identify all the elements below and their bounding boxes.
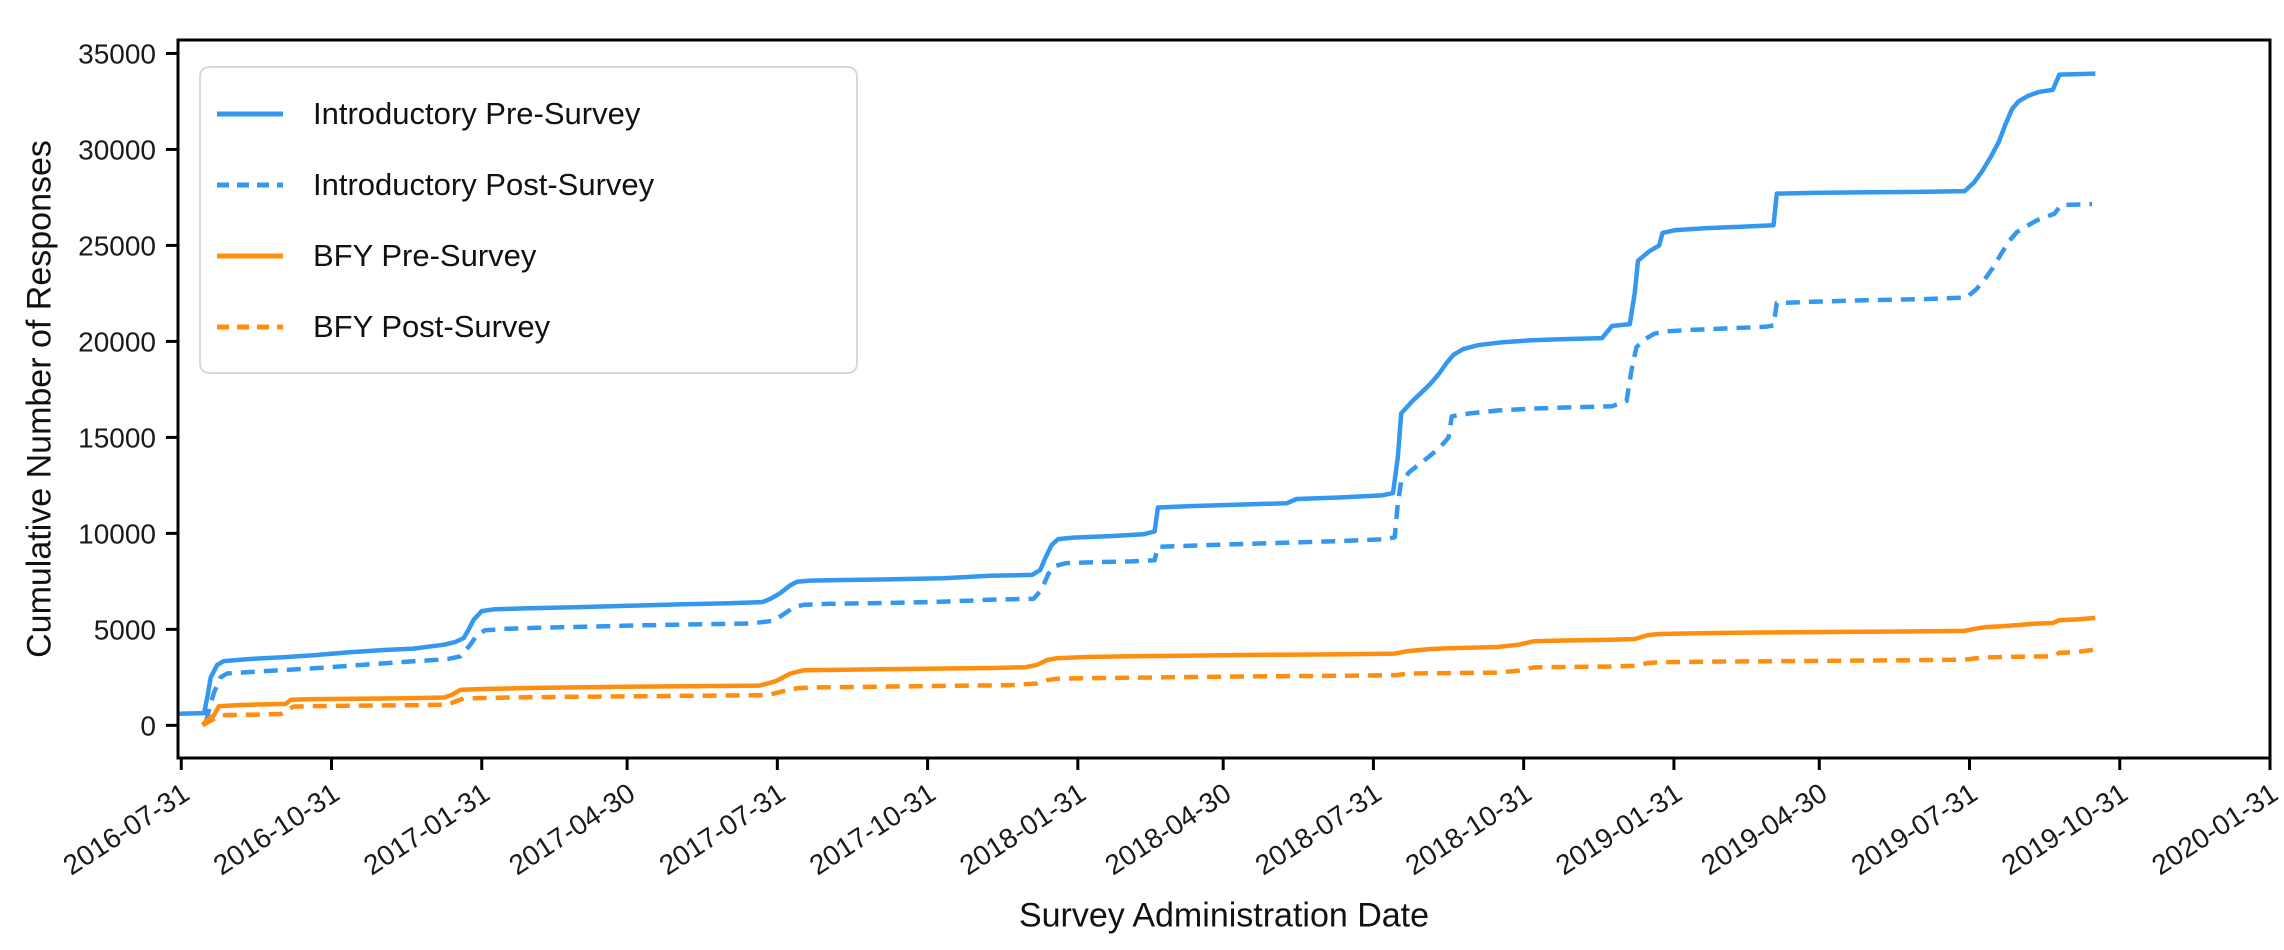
svg-text:15000: 15000 (78, 422, 156, 453)
svg-text:2016-07-31: 2016-07-31 (58, 777, 195, 881)
legend-swatch-dashed-orange-icon (217, 324, 283, 329)
svg-text:2017-10-31: 2017-10-31 (804, 777, 941, 881)
svg-text:2017-01-31: 2017-01-31 (358, 777, 495, 881)
y-axis-label: Cumulative Number of Responses (20, 140, 59, 658)
legend-swatch-solid-orange-icon (217, 253, 283, 258)
svg-text:30000: 30000 (78, 134, 156, 165)
svg-text:2017-07-31: 2017-07-31 (654, 777, 791, 881)
legend-item-introductory-pre: Introductory Pre-Survey (217, 96, 856, 132)
legend-swatch-solid-blue-icon (217, 111, 283, 116)
svg-text:2017-04-30: 2017-04-30 (503, 777, 640, 881)
legend-label: BFY Pre-Survey (313, 237, 537, 273)
svg-text:2019-01-31: 2019-01-31 (1550, 777, 1687, 881)
svg-text:2019-04-30: 2019-04-30 (1696, 777, 1833, 881)
legend-item-introductory-post: Introductory Post-Survey (217, 167, 856, 203)
svg-text:0: 0 (140, 710, 156, 741)
svg-text:10000: 10000 (78, 518, 156, 549)
svg-text:2019-10-31: 2019-10-31 (1996, 777, 2133, 881)
svg-text:2020-01-31: 2020-01-31 (2146, 777, 2283, 881)
legend: Introductory Pre-Survey Introductory Pos… (199, 66, 858, 374)
svg-text:2018-04-30: 2018-04-30 (1099, 777, 1236, 881)
svg-text:5000: 5000 (94, 614, 156, 645)
svg-text:2016-10-31: 2016-10-31 (208, 777, 345, 881)
svg-text:20000: 20000 (78, 326, 156, 357)
svg-text:25000: 25000 (78, 230, 156, 261)
legend-item-bfy-pre: BFY Pre-Survey (217, 238, 856, 274)
svg-text:35000: 35000 (78, 38, 156, 69)
svg-text:2018-10-31: 2018-10-31 (1400, 777, 1537, 881)
svg-text:2019-07-31: 2019-07-31 (1846, 777, 1983, 881)
legend-swatch-dashed-blue-icon (217, 182, 283, 187)
x-axis-label: Survey Administration Date (1018, 896, 1430, 935)
svg-text:2018-01-31: 2018-01-31 (954, 777, 1091, 881)
legend-item-bfy-post: BFY Post-Survey (217, 309, 856, 345)
legend-label: BFY Post-Survey (313, 308, 551, 344)
legend-label: Introductory Pre-Survey (313, 95, 641, 131)
svg-text:2018-07-31: 2018-07-31 (1250, 777, 1387, 881)
legend-label: Introductory Post-Survey (313, 166, 655, 202)
